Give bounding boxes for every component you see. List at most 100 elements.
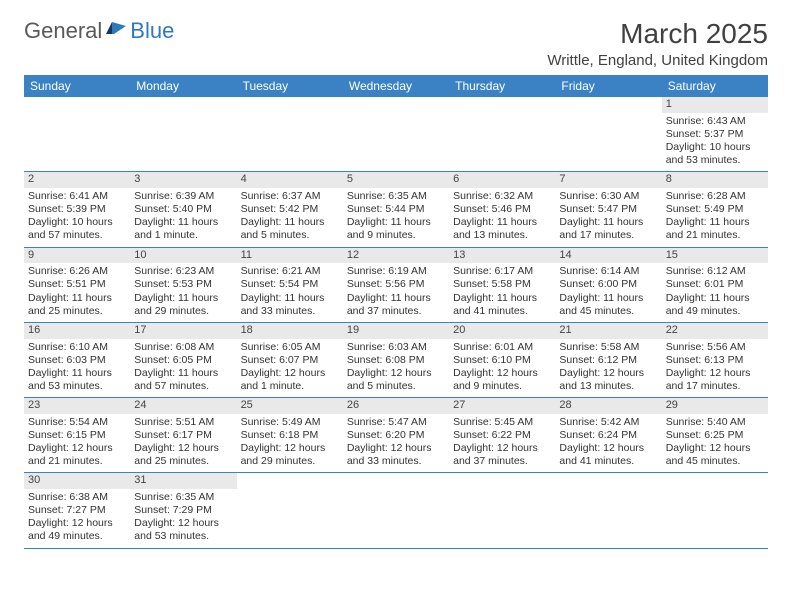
sunrise-text: Sunrise: 6:08 AM	[134, 341, 232, 354]
calendar-day: 21Sunrise: 5:58 AMSunset: 6:12 PMDayligh…	[555, 322, 661, 397]
sunrise-text: Sunrise: 6:30 AM	[559, 190, 657, 203]
daylight-text: Daylight: 12 hours and 5 minutes.	[347, 367, 445, 393]
day-number: 11	[237, 248, 343, 264]
sunset-text: Sunset: 6:17 PM	[134, 429, 232, 442]
sunrise-text: Sunrise: 5:51 AM	[134, 416, 232, 429]
location-label: Writtle, England, United Kingdom	[547, 52, 768, 69]
day-details: Sunrise: 6:21 AMSunset: 5:54 PMDaylight:…	[237, 263, 343, 322]
sunrise-text: Sunrise: 6:39 AM	[134, 190, 232, 203]
day-number	[130, 97, 236, 99]
calendar-day: 16Sunrise: 6:10 AMSunset: 6:03 PMDayligh…	[24, 322, 130, 397]
calendar-table: Sunday Monday Tuesday Wednesday Thursday…	[24, 75, 768, 549]
calendar-day: 28Sunrise: 5:42 AMSunset: 6:24 PMDayligh…	[555, 398, 661, 473]
sunset-text: Sunset: 5:37 PM	[666, 128, 764, 141]
day-number	[555, 473, 661, 475]
day-details: Sunrise: 6:23 AMSunset: 5:53 PMDaylight:…	[130, 263, 236, 322]
day-number: 22	[662, 323, 768, 339]
daylight-text: Daylight: 11 hours and 13 minutes.	[453, 216, 551, 242]
daylight-text: Daylight: 11 hours and 21 minutes.	[666, 216, 764, 242]
day-header: Thursday	[449, 75, 555, 97]
sunrise-text: Sunrise: 5:58 AM	[559, 341, 657, 354]
calendar-day	[24, 97, 130, 172]
daylight-text: Daylight: 11 hours and 41 minutes.	[453, 292, 551, 318]
day-details: Sunrise: 6:08 AMSunset: 6:05 PMDaylight:…	[130, 339, 236, 398]
calendar-day: 7Sunrise: 6:30 AMSunset: 5:47 PMDaylight…	[555, 172, 661, 247]
daylight-text: Daylight: 11 hours and 45 minutes.	[559, 292, 657, 318]
day-header: Saturday	[662, 75, 768, 97]
day-details: Sunrise: 5:56 AMSunset: 6:13 PMDaylight:…	[662, 339, 768, 398]
day-number	[343, 97, 449, 99]
day-number	[662, 473, 768, 475]
sunrise-text: Sunrise: 6:21 AM	[241, 265, 339, 278]
sunset-text: Sunset: 6:10 PM	[453, 354, 551, 367]
day-number	[24, 97, 130, 99]
day-number: 13	[449, 248, 555, 264]
sunrise-text: Sunrise: 6:35 AM	[134, 491, 232, 504]
logo-text-general: General	[24, 18, 102, 44]
daylight-text: Daylight: 12 hours and 9 minutes.	[453, 367, 551, 393]
day-number: 27	[449, 398, 555, 414]
calendar-week: 23Sunrise: 5:54 AMSunset: 6:15 PMDayligh…	[24, 398, 768, 473]
daylight-text: Daylight: 11 hours and 5 minutes.	[241, 216, 339, 242]
day-number: 16	[24, 323, 130, 339]
day-number: 17	[130, 323, 236, 339]
sunrise-text: Sunrise: 6:32 AM	[453, 190, 551, 203]
calendar-week: 30Sunrise: 6:38 AMSunset: 7:27 PMDayligh…	[24, 473, 768, 548]
daylight-text: Daylight: 12 hours and 53 minutes.	[134, 517, 232, 543]
day-details: Sunrise: 6:26 AMSunset: 5:51 PMDaylight:…	[24, 263, 130, 322]
sunset-text: Sunset: 5:54 PM	[241, 278, 339, 291]
calendar-day	[555, 473, 661, 548]
daylight-text: Daylight: 12 hours and 33 minutes.	[347, 442, 445, 468]
daylight-text: Daylight: 10 hours and 57 minutes.	[28, 216, 126, 242]
sunrise-text: Sunrise: 6:23 AM	[134, 265, 232, 278]
calendar-day: 10Sunrise: 6:23 AMSunset: 5:53 PMDayligh…	[130, 247, 236, 322]
day-details: Sunrise: 6:17 AMSunset: 5:58 PMDaylight:…	[449, 263, 555, 322]
calendar-day: 13Sunrise: 6:17 AMSunset: 5:58 PMDayligh…	[449, 247, 555, 322]
calendar-day: 29Sunrise: 5:40 AMSunset: 6:25 PMDayligh…	[662, 398, 768, 473]
sunset-text: Sunset: 6:20 PM	[347, 429, 445, 442]
day-header: Sunday	[24, 75, 130, 97]
logo: General Blue	[24, 18, 174, 44]
sunset-text: Sunset: 6:15 PM	[28, 429, 126, 442]
daylight-text: Daylight: 12 hours and 17 minutes.	[666, 367, 764, 393]
day-number: 5	[343, 172, 449, 188]
sunrise-text: Sunrise: 5:45 AM	[453, 416, 551, 429]
sunrise-text: Sunrise: 6:43 AM	[666, 115, 764, 128]
sunset-text: Sunset: 6:13 PM	[666, 354, 764, 367]
sunset-text: Sunset: 5:42 PM	[241, 203, 339, 216]
day-number: 30	[24, 473, 130, 489]
day-details: Sunrise: 5:47 AMSunset: 6:20 PMDaylight:…	[343, 414, 449, 473]
day-header-row: Sunday Monday Tuesday Wednesday Thursday…	[24, 75, 768, 97]
day-details: Sunrise: 6:30 AMSunset: 5:47 PMDaylight:…	[555, 188, 661, 247]
calendar-day: 5Sunrise: 6:35 AMSunset: 5:44 PMDaylight…	[343, 172, 449, 247]
day-number: 29	[662, 398, 768, 414]
calendar-day: 17Sunrise: 6:08 AMSunset: 6:05 PMDayligh…	[130, 322, 236, 397]
day-number: 2	[24, 172, 130, 188]
daylight-text: Daylight: 11 hours and 25 minutes.	[28, 292, 126, 318]
day-header: Wednesday	[343, 75, 449, 97]
calendar-day: 27Sunrise: 5:45 AMSunset: 6:22 PMDayligh…	[449, 398, 555, 473]
day-number: 31	[130, 473, 236, 489]
calendar-day: 15Sunrise: 6:12 AMSunset: 6:01 PMDayligh…	[662, 247, 768, 322]
day-number: 6	[449, 172, 555, 188]
day-number: 23	[24, 398, 130, 414]
calendar-day	[130, 97, 236, 172]
sunrise-text: Sunrise: 6:10 AM	[28, 341, 126, 354]
daylight-text: Daylight: 10 hours and 53 minutes.	[666, 141, 764, 167]
sunset-text: Sunset: 6:12 PM	[559, 354, 657, 367]
calendar-week: 9Sunrise: 6:26 AMSunset: 5:51 PMDaylight…	[24, 247, 768, 322]
daylight-text: Daylight: 11 hours and 49 minutes.	[666, 292, 764, 318]
calendar-day: 26Sunrise: 5:47 AMSunset: 6:20 PMDayligh…	[343, 398, 449, 473]
sunset-text: Sunset: 5:40 PM	[134, 203, 232, 216]
calendar-day	[237, 473, 343, 548]
sunrise-text: Sunrise: 5:47 AM	[347, 416, 445, 429]
calendar-week: 1Sunrise: 6:43 AMSunset: 5:37 PMDaylight…	[24, 97, 768, 172]
logo-text-blue: Blue	[130, 18, 174, 44]
calendar-day: 14Sunrise: 6:14 AMSunset: 6:00 PMDayligh…	[555, 247, 661, 322]
day-number	[449, 473, 555, 475]
sunset-text: Sunset: 5:46 PM	[453, 203, 551, 216]
day-number: 26	[343, 398, 449, 414]
calendar-day	[343, 97, 449, 172]
day-details: Sunrise: 6:35 AMSunset: 5:44 PMDaylight:…	[343, 188, 449, 247]
calendar-day: 22Sunrise: 5:56 AMSunset: 6:13 PMDayligh…	[662, 322, 768, 397]
